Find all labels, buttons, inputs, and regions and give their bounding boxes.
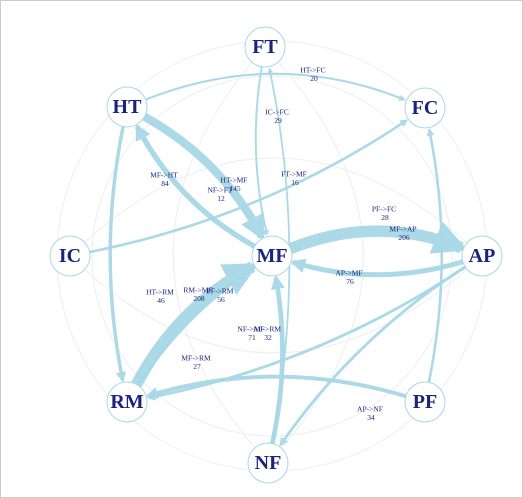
edge xyxy=(131,261,259,388)
edge-label: HT->FC xyxy=(300,66,325,75)
edge xyxy=(138,266,257,385)
edge-weight: 84 xyxy=(161,179,169,188)
node xyxy=(404,381,446,423)
node xyxy=(404,87,446,129)
edge-label: PF->RM xyxy=(207,287,234,296)
node xyxy=(106,86,148,128)
node xyxy=(461,235,503,277)
edge xyxy=(426,128,444,383)
edge xyxy=(288,221,468,254)
edge xyxy=(145,374,407,399)
node xyxy=(247,442,289,484)
edge-label: HT->RM xyxy=(146,288,174,297)
edge xyxy=(145,72,406,101)
edge-weight: 34 xyxy=(367,413,375,422)
edge-weight: 20 xyxy=(310,74,318,83)
edge-label: PF->FC xyxy=(372,205,396,214)
edge xyxy=(254,66,269,236)
edge-weight: 27 xyxy=(193,362,201,371)
edge-weight: 71 xyxy=(248,333,256,342)
node-label: IC xyxy=(59,245,81,267)
node-label: RM xyxy=(110,391,143,413)
edge-weight: 46 xyxy=(157,296,165,305)
edge-weight: 208 xyxy=(193,294,205,303)
edge-weight: 32 xyxy=(264,333,272,342)
node xyxy=(49,235,91,277)
node-label: FT xyxy=(252,36,278,58)
edge-weight: 145 xyxy=(229,184,241,193)
node xyxy=(106,381,148,423)
edge xyxy=(290,258,464,278)
edge-label: NF->MF xyxy=(237,325,264,334)
edge-weight: 29 xyxy=(274,116,282,125)
edge-label: FT->MF xyxy=(281,170,307,179)
edge-label: AP->MF xyxy=(335,269,362,278)
edge-label: AP->RM xyxy=(253,325,281,334)
edge-label: MF->RM xyxy=(181,354,211,363)
edge-label: HT->MF xyxy=(221,176,248,185)
node-label: PF xyxy=(413,391,437,413)
node-label: FC xyxy=(412,97,439,119)
edge xyxy=(89,119,409,254)
node xyxy=(251,235,293,277)
edge-weight: 16 xyxy=(291,178,299,187)
edge-label: IC->FC xyxy=(265,108,288,117)
edge-label: MF->AP xyxy=(389,225,416,234)
edge xyxy=(108,126,127,383)
edge xyxy=(146,265,467,401)
node-label: HT xyxy=(113,96,143,118)
node xyxy=(244,26,286,68)
edge-label: NF->FT xyxy=(207,186,232,195)
edge-weight: 76 xyxy=(346,277,354,286)
edge xyxy=(142,113,266,241)
node-label: AP xyxy=(469,245,496,267)
node-label: MF xyxy=(256,245,287,267)
node-label: NF xyxy=(255,452,282,474)
edge-label: AP->NF xyxy=(357,405,383,414)
edge-label: MF->HT xyxy=(150,171,178,180)
edge-weight: 12 xyxy=(217,194,225,203)
edge-weight: 56 xyxy=(217,295,225,304)
edge xyxy=(134,123,256,249)
edge-label: RM->MF xyxy=(183,286,212,295)
nodes: FT FC HT IC MF AP RM PF NF xyxy=(49,26,503,484)
edge-weight: 28 xyxy=(381,213,389,222)
edge xyxy=(279,265,466,447)
edge-weight: 206 xyxy=(398,233,410,242)
